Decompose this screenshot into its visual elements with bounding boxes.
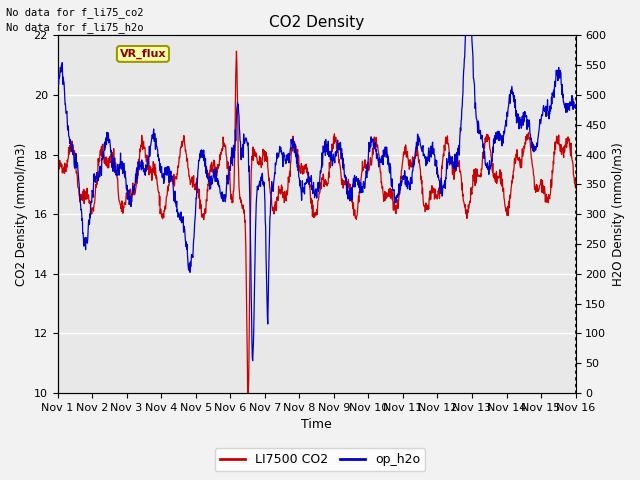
Text: No data for f_li75_h2o: No data for f_li75_h2o (6, 22, 144, 33)
Text: No data for f_li75_co2: No data for f_li75_co2 (6, 7, 144, 18)
Y-axis label: H2O Density (mmol/m3): H2O Density (mmol/m3) (612, 143, 625, 286)
Text: VR_flux: VR_flux (120, 49, 166, 59)
Title: CO2 Density: CO2 Density (269, 15, 364, 30)
Legend: LI7500 CO2, op_h2o: LI7500 CO2, op_h2o (214, 448, 426, 471)
Y-axis label: CO2 Density (mmol/m3): CO2 Density (mmol/m3) (15, 143, 28, 286)
X-axis label: Time: Time (301, 419, 332, 432)
